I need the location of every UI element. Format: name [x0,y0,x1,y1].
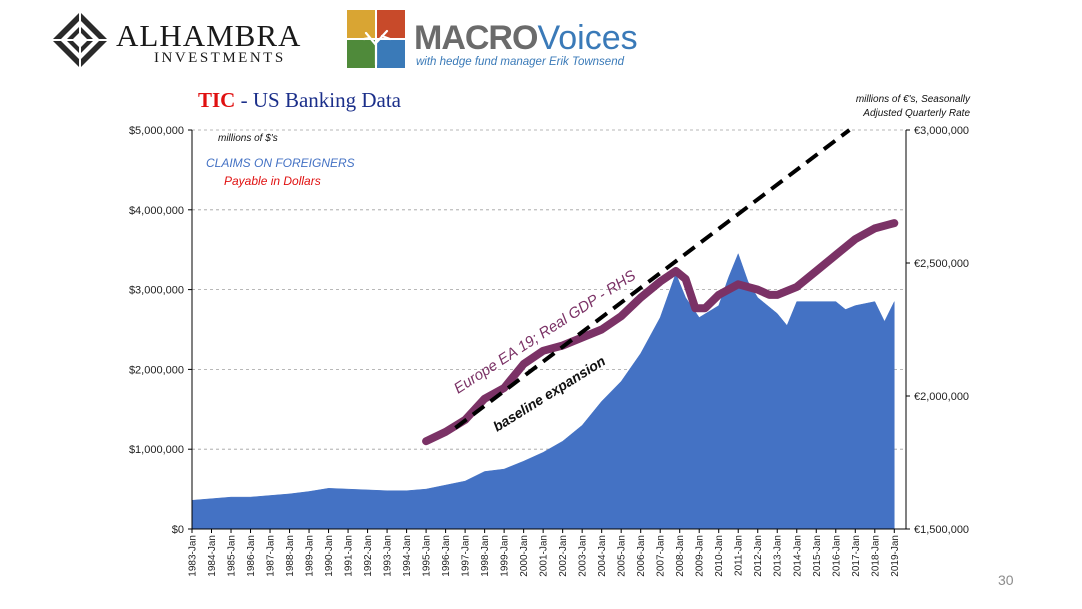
x-tick-label: 1999-Jan [500,535,511,577]
x-tick-label: 2009-Jan [695,535,706,577]
x-tick-label: 2012-Jan [753,535,764,577]
x-tick-label: 1987-Jan [266,535,277,577]
x-tick-label: 2003-Jan [578,535,589,577]
x-tick-label: 1997-Jan [461,535,472,577]
x-tick-label: 2014-Jan [792,535,803,577]
x-tick-label: 1985-Jan [227,535,238,577]
x-tick-label: 2007-Jan [656,535,667,577]
legend-payable-in-dollars: Payable in Dollars [224,174,321,188]
right-axis-units-note-line2: Adjusted Quarterly Rate [862,108,970,119]
right-tick-label: €2,000,000 [914,391,969,403]
x-tick-label: 1996-Jan [441,535,452,577]
x-tick-label: 2010-Jan [714,535,725,577]
x-tick-label: 2018-Jan [870,535,881,577]
x-tick-label: 2019-Jan [890,535,901,577]
left-tick-label: $1,000,000 [129,444,184,456]
line-series-europe-gdp [422,219,899,446]
macrovoices-tagline: with hedge fund manager Erik Townsend [416,56,624,68]
x-tick-label: 1995-Jan [422,535,433,577]
annotation-europe-gdp: Europe EA 19; Real GDP - RHS [451,267,639,397]
x-tick-label: 1991-Jan [344,535,355,577]
macrovoices-tree-icon [347,10,405,68]
x-tick-label: 2000-Jan [519,535,530,577]
x-tick-label: 2001-Jan [539,535,550,577]
voices-text: Voices [537,19,638,57]
chart-title: TIC - US Banking Data [198,88,401,113]
x-tick-label: 1986-Jan [246,535,257,577]
right-tick-label: €1,500,000 [914,524,969,536]
legend-claims-on-foreigners: CLAIMS ON FOREIGNERS [206,156,355,170]
left-tick-label: $4,000,000 [129,205,184,217]
left-tick-label: $3,000,000 [129,285,184,297]
left-tick-label: $0 [172,524,184,536]
x-tick-label: 2017-Jan [851,535,862,577]
left-tick-label: $5,000,000 [129,125,184,137]
x-tick-label: 2004-Jan [597,535,608,577]
x-tick-label: 1994-Jan [402,535,413,577]
macro-text: MACRO [414,19,538,57]
alhambra-wordmark: ALHAMBRA [116,18,302,53]
x-tick-label: 1983-Jan [188,535,199,577]
chart-title-rest: - US Banking Data [235,88,402,112]
macrovoices-wordmark: MACROVoices [414,19,638,58]
chart-title-red: TIC [198,88,236,112]
x-tick-label: 2006-Jan [636,535,647,577]
x-tick-label: 2008-Jan [675,535,686,577]
x-tick-label: 1988-Jan [285,535,296,577]
x-tick-label: 1992-Jan [363,535,374,577]
x-tick-label: 1989-Jan [305,535,316,577]
alhambra-subtitle: INVESTMENTS [154,50,286,66]
x-tick-label: 1993-Jan [383,535,394,577]
area-series-claims-on-foreigners [191,252,895,530]
x-tick-label: 2016-Jan [831,535,842,577]
right-tick-label: €3,000,000 [914,125,969,137]
x-tick-label: 2015-Jan [812,535,823,577]
x-tick-label: 1990-Jan [324,535,335,577]
right-tick-label: €2,500,000 [914,258,969,270]
left-axis-units-note: millions of $'s [218,133,278,144]
left-tick-label: $2,000,000 [129,364,184,376]
right-axis-units-note-line1: millions of €'s, Seasonally [856,94,971,105]
x-tick-label: 2005-Jan [617,535,628,577]
alhambra-diamond-icon [52,12,108,68]
x-tick-label: 2002-Jan [558,535,569,577]
x-tick-label: 2013-Jan [773,535,784,577]
x-tick-label: 2011-Jan [734,535,745,576]
line-series-baseline-expansion [454,128,851,430]
x-tick-label: 1998-Jan [480,535,491,577]
macrovoices-logo: MACROVoices with hedge fund manager Erik… [346,9,666,71]
slide-number: 30 [998,572,1014,588]
alhambra-logo: ALHAMBRA INVESTMENTS [50,10,320,70]
x-tick-label: 1984-Jan [207,535,218,577]
